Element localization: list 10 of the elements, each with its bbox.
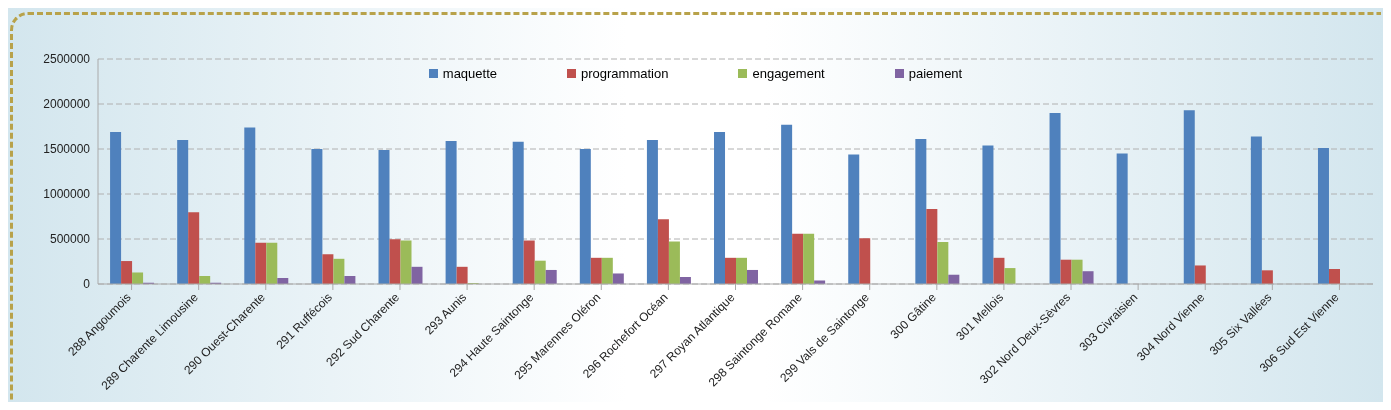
y-tick-label: 2000000 (43, 97, 91, 112)
y-tick-label: 500000 (49, 232, 91, 247)
legend-label: maquette (441, 66, 497, 81)
y-tick-label: 0 (83, 277, 91, 292)
legend-label: paiement (907, 66, 963, 81)
y-tick-label: 2500000 (43, 52, 91, 67)
legend-label: engagement (751, 66, 825, 81)
y-tick-label: 1000000 (43, 187, 91, 202)
legend-label: programmation (580, 66, 669, 81)
y-tick-label: 1500000 (43, 142, 91, 157)
